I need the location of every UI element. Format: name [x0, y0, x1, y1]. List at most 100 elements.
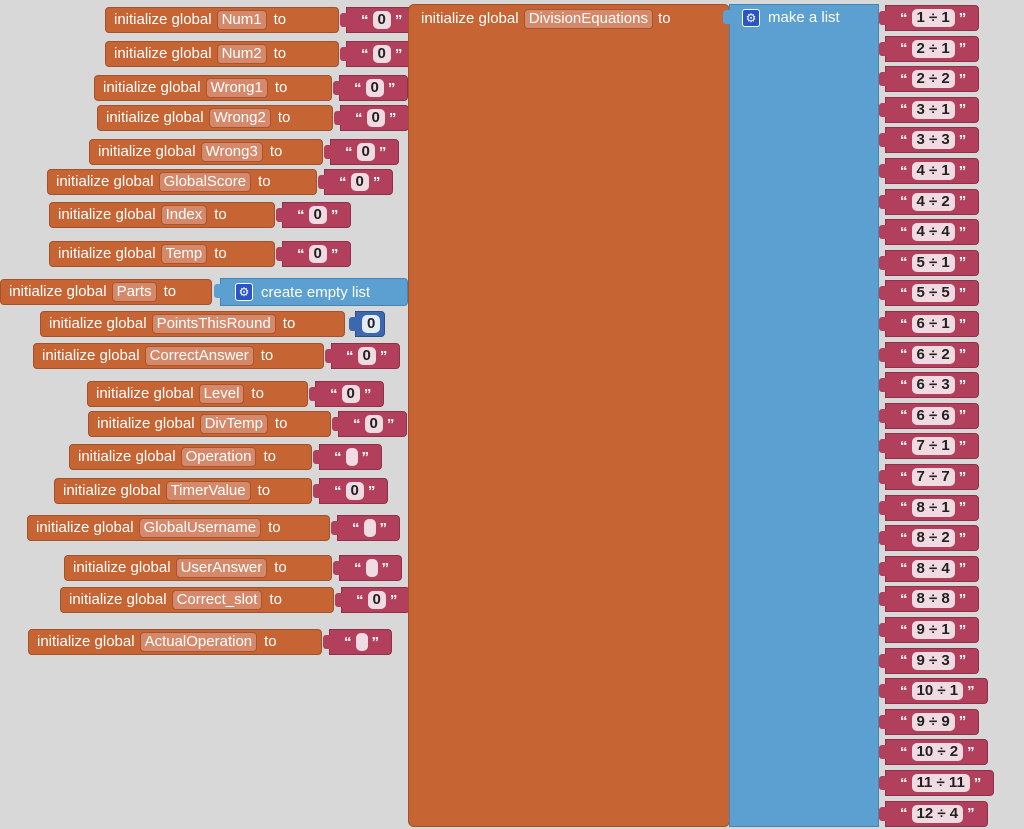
list-item-text-block[interactable]: “8 ÷ 8” [878, 586, 980, 613]
number-value-field[interactable]: 0 [362, 315, 381, 333]
text-value-field[interactable] [355, 633, 368, 651]
initialize-global-block-temp[interactable]: initialize global Temp to [49, 241, 275, 267]
list-item-text-block[interactable]: “2 ÷ 2” [878, 66, 980, 93]
text-block[interactable]: “” [323, 629, 392, 655]
equation-value-field[interactable]: 12 ÷ 4 [911, 804, 964, 823]
list-item-text-block[interactable]: “5 ÷ 1” [878, 249, 980, 276]
equation-value-field[interactable]: 9 ÷ 3 [911, 651, 955, 670]
variable-name-field[interactable]: DivisionEquations [523, 9, 653, 29]
list-item-text-block[interactable]: “8 ÷ 2” [878, 525, 980, 552]
initialize-global-block-num1[interactable]: initialize global Num1 to [105, 7, 339, 33]
number-block[interactable]: 0 [348, 311, 386, 337]
variable-name-field[interactable]: Index [160, 205, 208, 225]
text-value-field[interactable]: 0 [356, 143, 375, 161]
text-value-field[interactable]: 0 [308, 206, 327, 224]
initialize-global-block-timervalue[interactable]: initialize global TimerValue to [54, 478, 312, 504]
equation-value-field[interactable]: 2 ÷ 1 [911, 39, 955, 58]
text-value-field[interactable] [345, 448, 358, 466]
text-block[interactable]: “0” [333, 105, 410, 131]
gear-icon[interactable]: ⚙ [742, 9, 760, 28]
text-block[interactable]: “” [313, 444, 382, 470]
text-block[interactable]: “0” [339, 41, 416, 67]
list-item-text-block[interactable]: “4 ÷ 4” [878, 219, 980, 246]
text-block[interactable]: “0” [275, 241, 352, 267]
initialize-global-block-useranswer[interactable]: initialize global UserAnswer to [64, 555, 332, 581]
text-block[interactable]: “0” [312, 478, 389, 504]
equation-value-field[interactable]: 3 ÷ 3 [911, 131, 955, 150]
initialize-global-block-pointsthisround[interactable]: initialize global PointsThisRound to [40, 311, 345, 337]
variable-name-field[interactable]: Parts [111, 282, 157, 302]
variable-name-field[interactable]: Temp [160, 244, 208, 264]
equation-value-field[interactable]: 7 ÷ 7 [911, 468, 955, 486]
list-item-text-block[interactable]: “9 ÷ 9” [878, 708, 980, 735]
equation-value-field[interactable]: 5 ÷ 1 [911, 253, 955, 272]
equation-value-field[interactable]: 8 ÷ 2 [911, 529, 955, 548]
list-item-text-block[interactable]: “3 ÷ 1” [878, 96, 980, 123]
text-block[interactable]: “0” [324, 343, 401, 369]
text-block[interactable]: “0” [332, 75, 409, 101]
equation-value-field[interactable]: 6 ÷ 2 [911, 345, 955, 364]
list-item-text-block[interactable]: “12 ÷ 4” [879, 800, 988, 827]
variable-name-field[interactable]: GlobalScore [158, 172, 252, 192]
list-item-text-block[interactable]: “7 ÷ 7” [878, 464, 980, 490]
make-a-list-block[interactable]: ⚙ make a list [723, 4, 879, 827]
list-item-text-block[interactable]: “6 ÷ 3” [878, 372, 980, 399]
create-empty-list-block[interactable]: ⚙ create empty list [214, 278, 408, 306]
variable-name-field[interactable]: Wrong1 [205, 78, 268, 98]
equation-value-field[interactable]: 8 ÷ 4 [911, 559, 955, 578]
equation-value-field[interactable]: 4 ÷ 2 [911, 192, 955, 211]
initialize-global-block-wrong2[interactable]: initialize global Wrong2 to [97, 105, 333, 131]
equation-value-field[interactable]: 3 ÷ 1 [911, 100, 955, 119]
text-block[interactable]: “0” [331, 411, 408, 437]
text-block[interactable]: “0” [308, 381, 385, 407]
equation-value-field[interactable]: 5 ÷ 5 [911, 284, 955, 303]
equation-value-field[interactable]: 6 ÷ 3 [911, 376, 955, 395]
list-item-text-block[interactable]: “10 ÷ 1” [879, 678, 988, 705]
text-value-field[interactable] [363, 519, 376, 537]
initialize-global-block-parts[interactable]: initialize global Parts to [0, 279, 212, 305]
text-value-field[interactable]: 0 [345, 482, 364, 500]
variable-name-field[interactable]: Num2 [216, 44, 267, 64]
initialize-global-block-actualoperation[interactable]: initialize global ActualOperation to [28, 629, 322, 655]
text-value-field[interactable]: 0 [372, 11, 391, 29]
text-value-field[interactable]: 0 [366, 109, 385, 127]
list-item-text-block[interactable]: “4 ÷ 2” [878, 188, 980, 215]
variable-name-field[interactable]: Operation [180, 447, 257, 467]
list-item-text-block[interactable]: “4 ÷ 1” [878, 158, 980, 184]
initialize-global-block-correctanswer[interactable]: initialize global CorrectAnswer to [33, 343, 324, 369]
text-value-field[interactable]: 0 [308, 245, 327, 263]
list-item-text-block[interactable]: “5 ÷ 5” [878, 280, 980, 307]
variable-name-field[interactable]: Correct_slot [171, 590, 263, 610]
variable-name-field[interactable]: ActualOperation [139, 632, 258, 652]
equation-value-field[interactable]: 1 ÷ 1 [911, 9, 955, 27]
equation-value-field[interactable]: 10 ÷ 1 [911, 682, 964, 701]
text-value-field[interactable]: 0 [364, 415, 383, 433]
equation-value-field[interactable]: 7 ÷ 1 [911, 437, 955, 456]
text-value-field[interactable] [365, 559, 378, 577]
list-item-text-block[interactable]: “6 ÷ 6” [878, 402, 980, 429]
equation-value-field[interactable]: 9 ÷ 9 [911, 712, 955, 731]
text-value-field[interactable]: 0 [350, 173, 369, 191]
initialize-global-block-correct_slot[interactable]: initialize global Correct_slot to [60, 587, 334, 613]
initialize-global-block-operation[interactable]: initialize global Operation to [69, 444, 312, 470]
variable-name-field[interactable]: CorrectAnswer [144, 346, 254, 366]
variable-name-field[interactable]: UserAnswer [175, 558, 268, 578]
equation-value-field[interactable]: 9 ÷ 1 [911, 621, 955, 639]
equation-value-field[interactable]: 4 ÷ 4 [911, 223, 955, 242]
text-value-field[interactable]: 0 [341, 385, 360, 403]
variable-name-field[interactable]: TimerValue [165, 481, 251, 501]
text-value-field[interactable]: 0 [365, 79, 384, 97]
equation-value-field[interactable]: 6 ÷ 1 [911, 315, 955, 333]
initialize-global-block-divtemp[interactable]: initialize global DivTemp to [88, 411, 331, 437]
initialize-global-block-divisionequations[interactable]: initialize global DivisionEquations to [408, 4, 730, 827]
text-block[interactable]: “0” [275, 202, 352, 228]
list-item-text-block[interactable]: “2 ÷ 1” [878, 35, 980, 62]
list-item-text-block[interactable]: “8 ÷ 1” [878, 494, 980, 521]
gear-icon[interactable]: ⚙ [235, 283, 253, 301]
list-item-text-block[interactable]: “6 ÷ 1” [878, 311, 980, 337]
variable-name-field[interactable]: Num1 [216, 10, 267, 30]
equation-value-field[interactable]: 8 ÷ 1 [911, 498, 955, 517]
list-item-text-block[interactable]: “10 ÷ 2” [879, 739, 988, 766]
initialize-global-block-level[interactable]: initialize global Level to [87, 381, 308, 407]
initialize-global-block-num2[interactable]: initialize global Num2 to [105, 41, 339, 67]
